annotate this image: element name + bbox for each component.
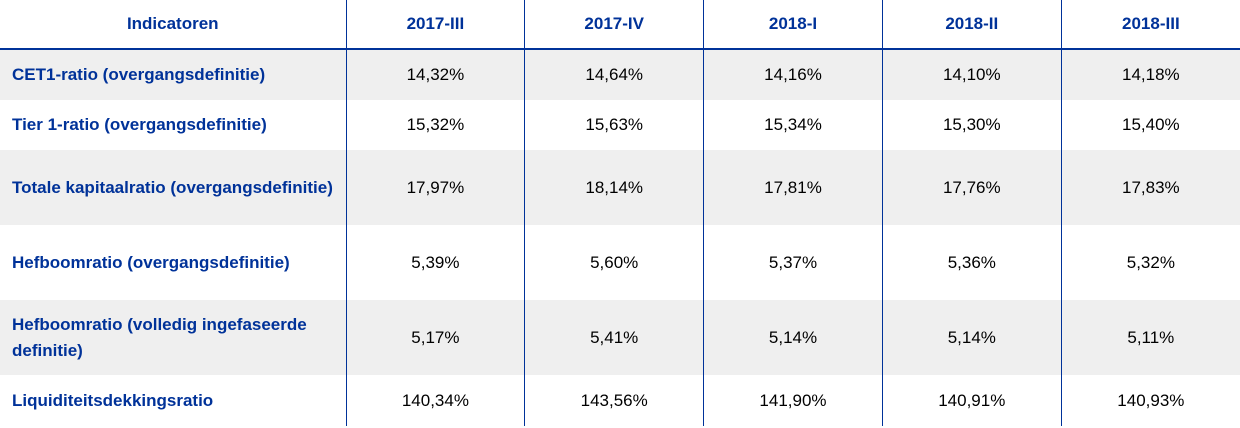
header-2018-i: 2018-I (703, 0, 883, 50)
table-cell: 5,11% (1060, 300, 1240, 375)
table-cell: 14,64% (524, 49, 704, 100)
table-row: Tier 1-ratio (overgangsdefinitie) 15,32%… (0, 100, 1240, 150)
table-cell: 17,97% (345, 150, 525, 225)
table-cell: 5,41% (524, 300, 704, 375)
table-cell: 15,40% (1060, 100, 1240, 150)
row-label: Tier 1-ratio (overgangsdefinitie) (12, 115, 267, 134)
table-cell: 5,37% (703, 225, 883, 300)
table-cell: 14,18% (1060, 49, 1240, 100)
table-cell: 5,14% (881, 300, 1062, 375)
table-cell: 14,10% (881, 49, 1062, 100)
table-row: Hefboomratio (volledig ingefaseerde defi… (0, 300, 1240, 375)
header-indicatoren: Indicatoren (0, 0, 346, 50)
table-row: Liquiditeitsdekkingsratio 140,34% 143,56… (0, 375, 1240, 426)
row-label: CET1-ratio (overgangsdefinitie) (0, 49, 346, 100)
table-cell: 14,32% (345, 49, 525, 100)
table-cell: 18,14% (524, 150, 704, 225)
table-cell: 5,17% (345, 300, 525, 375)
table-row: Hefboomratio (overgangsdefinitie) 5,39% … (0, 225, 1240, 300)
table-cell: 5,39% (345, 225, 525, 300)
table-cell: 143,56% (524, 375, 704, 426)
table-cell: 15,32% (345, 100, 525, 150)
table-cell: 15,30% (881, 100, 1062, 150)
table-cell: 5,32% (1060, 225, 1240, 300)
table-cell: 15,63% (524, 100, 704, 150)
table-cell: 141,90% (703, 375, 883, 426)
header-row: Indicatoren 2017-III 2017-IV 2018-I 2018… (0, 0, 1240, 50)
row-label: Liquiditeitsdekkingsratio (12, 390, 214, 410)
table-cell: 140,34% (345, 375, 525, 426)
table-cell: 17,83% (1060, 150, 1240, 225)
table-cell: 5,60% (524, 225, 704, 300)
table-cell: 14,16% (703, 49, 883, 100)
table-cell: 17,76% (881, 150, 1062, 225)
header-2017-iv: 2017-IV (524, 0, 704, 50)
table-row: CET1-ratio (overgangsdefinitie) 14,32% 1… (0, 49, 1240, 100)
header-2018-iii: 2018-III (1060, 0, 1240, 50)
header-2017-iii: 2017-III (345, 0, 525, 50)
row-label: Hefboomratio (overgangsdefinitie) (12, 252, 290, 272)
row-label: Totale kapitaalratio (overgangsdefinitie… (0, 150, 346, 225)
table-cell: 5,14% (703, 300, 883, 375)
table-cell: 140,91% (881, 375, 1062, 426)
table-row: Totale kapitaalratio (overgangsdefinitie… (0, 150, 1240, 225)
table-cell: 15,34% (703, 100, 883, 150)
table-cell: 140,93% (1060, 375, 1240, 426)
table-cell: 17,81% (703, 150, 883, 225)
table-cell: 5,36% (881, 225, 1062, 300)
row-label: Hefboomratio (volledig ingefaseerde defi… (0, 300, 346, 375)
header-2018-ii: 2018-II (881, 0, 1062, 50)
